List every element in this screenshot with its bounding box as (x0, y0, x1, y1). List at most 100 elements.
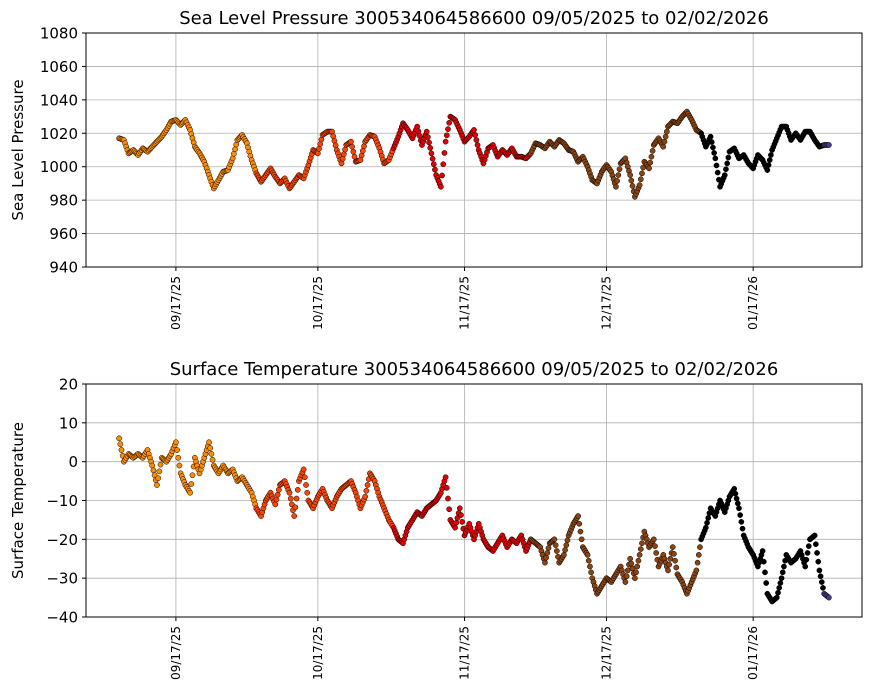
data-point (287, 495, 294, 502)
data-point (207, 445, 214, 451)
data-point (442, 138, 449, 145)
data-point (117, 441, 124, 448)
data-point (802, 563, 809, 570)
data-point (814, 550, 820, 556)
data-point (553, 548, 560, 554)
data-point (634, 563, 641, 570)
data-point (704, 519, 710, 526)
data-point (627, 172, 634, 178)
series-0 (116, 117, 259, 192)
data-point (338, 160, 345, 167)
data-point (432, 166, 438, 173)
y-tick-label: −20 (46, 531, 78, 549)
x-tick-label: 09/17/25 (169, 626, 183, 680)
data-point (588, 569, 594, 576)
data-point (694, 559, 701, 566)
chart-title: Sea Level Pressure 300534064586600 09/05… (179, 8, 769, 29)
data-point (350, 148, 357, 155)
y-tick-label: 20 (59, 376, 78, 394)
data-point (628, 177, 635, 184)
data-point (666, 561, 673, 568)
data-point (291, 513, 298, 519)
series-4 (698, 123, 826, 190)
x-tick-label: 12/17/25 (599, 276, 613, 330)
data-point (820, 585, 826, 591)
data-point (575, 513, 581, 519)
data-point (777, 580, 784, 586)
y-tick-label: 1080 (40, 25, 78, 43)
data-point (816, 567, 823, 574)
y-axis-label: Sea Level Pressure (9, 79, 27, 220)
data-point (441, 150, 448, 156)
data-point (149, 462, 156, 469)
data-point (615, 172, 622, 178)
data-point (209, 456, 216, 463)
y-tick-label: −40 (46, 609, 78, 627)
data-point (628, 560, 635, 567)
data-point (765, 162, 772, 168)
data-point (721, 172, 728, 178)
data-point (711, 150, 717, 156)
data-point (652, 543, 658, 549)
data-point (414, 123, 421, 130)
data-point (231, 150, 237, 157)
data-point (616, 166, 623, 173)
data-point (776, 585, 783, 591)
data-point (622, 579, 629, 585)
data-point (673, 564, 680, 571)
data-point (155, 475, 162, 482)
y-tick-label: 980 (49, 192, 78, 210)
data-point (646, 165, 652, 172)
data-point (176, 462, 183, 469)
data-point (445, 495, 451, 502)
data-point (443, 132, 450, 139)
data-point (317, 141, 324, 147)
data-point (359, 147, 366, 154)
data-point (456, 505, 463, 512)
data-point (116, 435, 122, 442)
x-tick-label: 11/17/25 (458, 626, 472, 680)
data-point (584, 552, 591, 558)
data-point (707, 133, 714, 140)
data-point (330, 133, 337, 140)
data-point (781, 563, 787, 570)
data-point (637, 546, 644, 552)
data-point (766, 157, 773, 163)
data-point (304, 489, 311, 496)
data-point (648, 153, 655, 160)
series-3 (527, 108, 703, 200)
data-point (627, 555, 634, 562)
data-point (669, 544, 676, 550)
pressure-panel: 940 960 980 1000 1020 1040 1060 1080 09/17/25 10/… (9, 8, 863, 330)
data-point (471, 127, 477, 133)
data-point (818, 579, 825, 585)
data-point (811, 532, 818, 539)
data-point (661, 138, 668, 145)
chart-title: Surface Temperature 300534064586600 09/0… (170, 359, 779, 380)
data-point (286, 489, 293, 496)
data-point (564, 537, 571, 544)
data-point (585, 557, 592, 564)
data-point (458, 512, 464, 518)
data-point (361, 143, 367, 150)
data-point (561, 552, 567, 558)
data-point (623, 573, 630, 580)
data-point (739, 525, 746, 532)
y-tick-label: 1020 (40, 125, 78, 143)
data-point (639, 540, 645, 547)
y-tick-label: −30 (46, 570, 78, 588)
data-point (817, 573, 824, 580)
data-point (649, 147, 656, 154)
series-3 (527, 513, 703, 597)
data-point (426, 139, 432, 146)
data-point (459, 519, 466, 525)
data-point (738, 519, 745, 525)
data-point (697, 544, 703, 550)
data-point (349, 143, 356, 150)
data-point (760, 558, 767, 565)
data-point (714, 169, 721, 176)
data-point (724, 160, 731, 167)
data-point (118, 447, 125, 453)
data-point (364, 482, 371, 488)
